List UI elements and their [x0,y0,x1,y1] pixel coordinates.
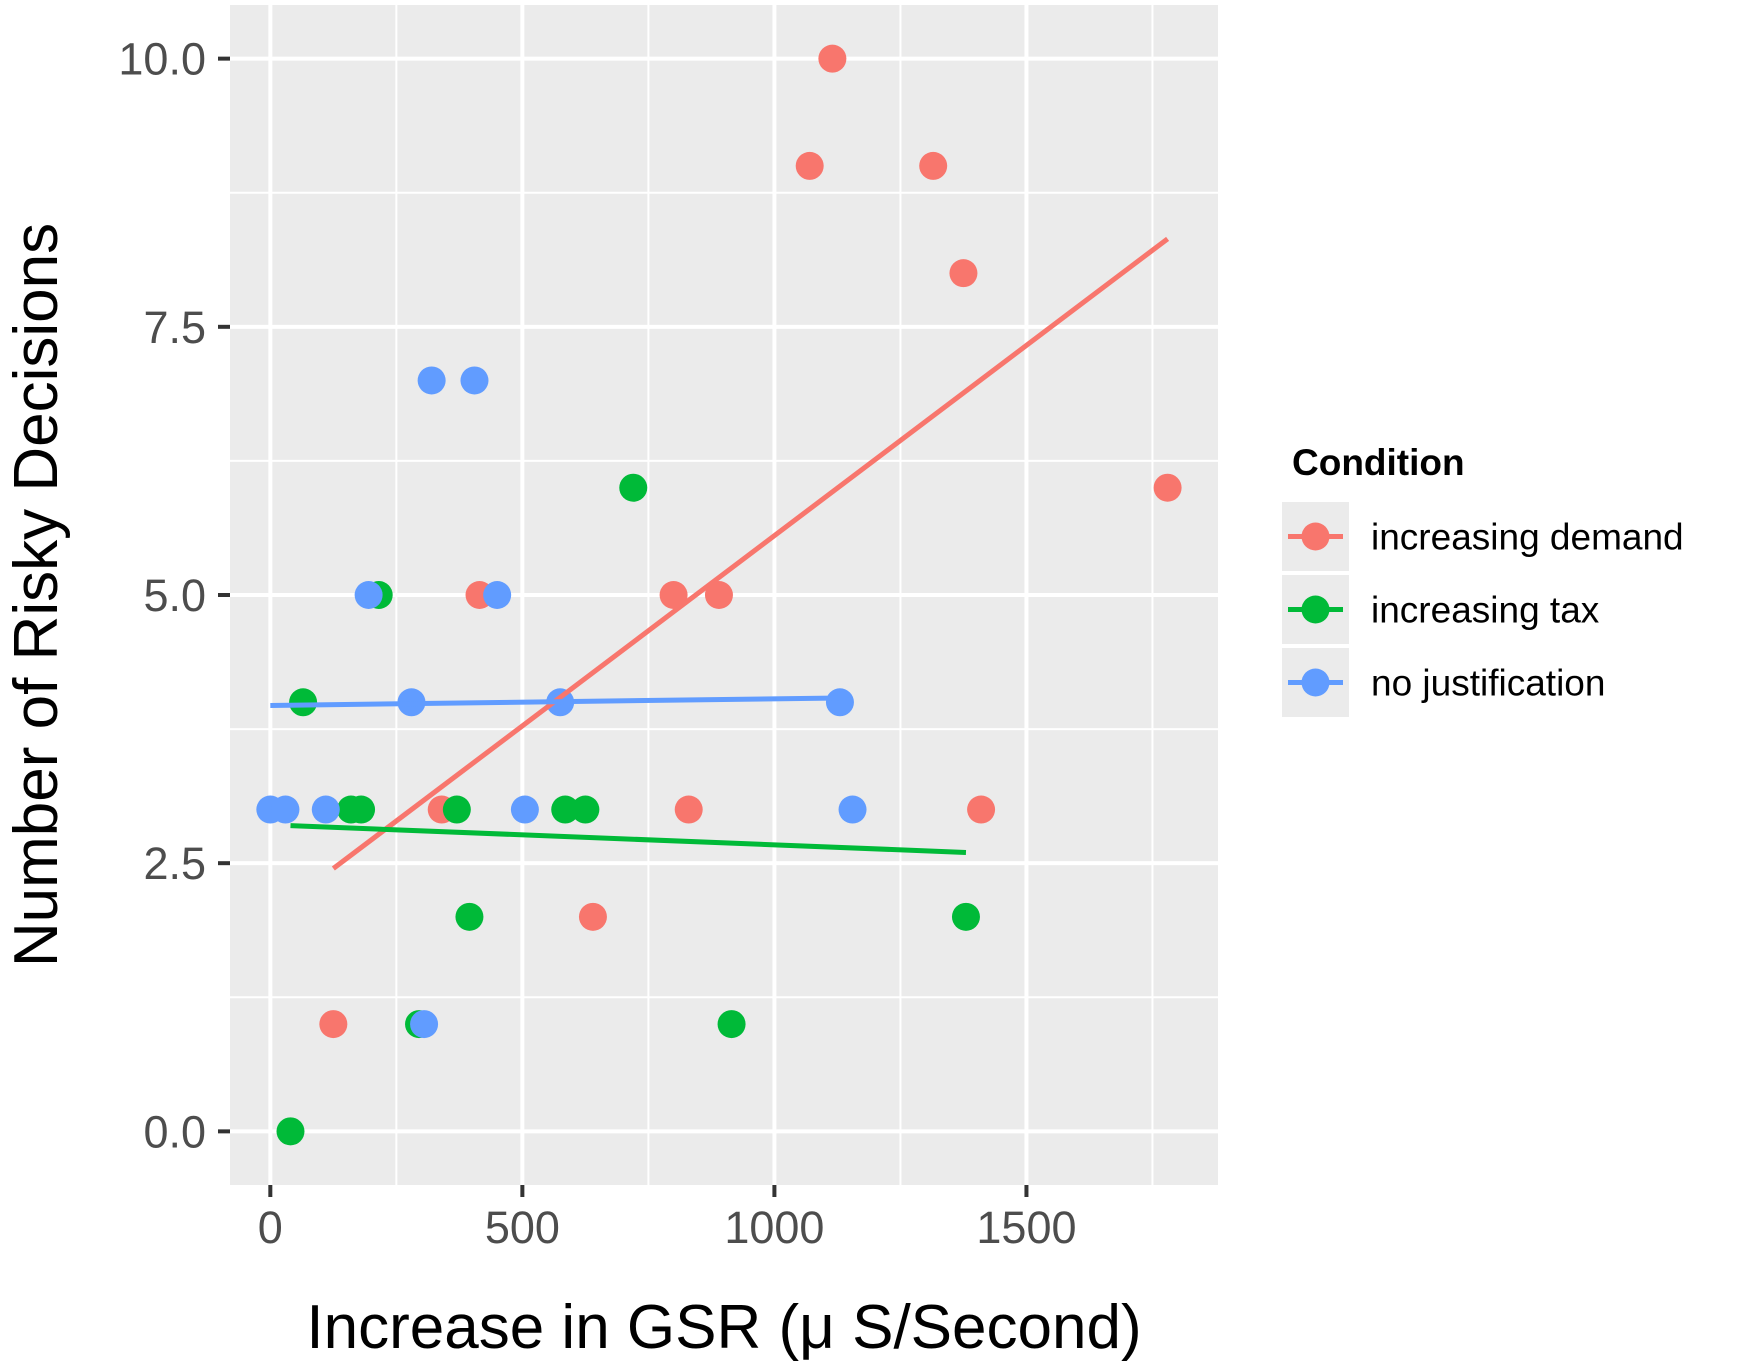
y-tick-label: 0.0 [143,1106,206,1157]
y-tick-label: 2.5 [143,838,206,889]
x-tick-label: 500 [485,1202,560,1253]
data-point-increasing-tax [951,902,980,931]
legend-label: increasing demand [1371,517,1684,558]
data-point-increasing-tax [571,795,600,824]
data-point-no-justification [311,795,340,824]
y-axis: 0.0 2.5 5.0 7.5 10.0 [118,34,230,1157]
trend-line-no-justification [270,695,840,708]
legend-key-point [1301,668,1330,697]
data-point-increasing-demand [659,581,688,609]
data-point-increasing-demand [319,1010,348,1039]
x-axis: 0 500 1000 1500 [258,1185,1077,1253]
data-point-increasing-demand [1153,473,1182,502]
data-point-increasing-demand [967,795,996,824]
data-point-increasing-demand [704,581,733,609]
x-tick-label: 1500 [976,1202,1076,1253]
legend: Condition increasing demand increasing ta… [1282,442,1684,717]
trend-line-increasing-demand [331,236,1170,871]
data-point-increasing-tax [442,795,471,824]
data-point-no-justification [410,1010,439,1039]
x-tick-label: 1000 [724,1202,824,1253]
y-tick-label: 5.0 [143,570,206,621]
legend-title: Condition [1292,442,1465,483]
data-point-increasing-tax [619,473,648,502]
data-point-increasing-demand [949,259,978,288]
data-point-increasing-tax [551,795,580,824]
data-points [256,44,1182,1146]
data-point-increasing-demand [578,902,607,931]
x-tick-label: 0 [258,1202,283,1253]
data-point-increasing-demand [795,151,824,180]
y-axis-title: Number of Risky Decisions [2,223,71,967]
data-point-increasing-tax [276,1117,305,1146]
data-point-no-justification [271,795,300,824]
data-point-increasing-demand [674,795,703,824]
legend-label: no justification [1371,663,1605,704]
y-tick-label: 7.5 [143,302,206,353]
data-point-no-justification [838,795,867,824]
data-point-no-justification [460,366,489,395]
data-point-no-justification [825,688,854,717]
data-point-increasing-tax [347,795,376,824]
data-point-increasing-tax [717,1010,746,1039]
legend-label: increasing tax [1371,590,1600,631]
x-axis-title: Increase in GSR (μ S/Second) [306,1293,1141,1362]
trend-lines [270,236,1170,871]
data-point-no-justification [510,795,539,824]
data-point-no-justification [354,581,383,609]
data-point-no-justification [483,581,512,609]
data-point-no-justification [417,366,446,395]
legend-key-point [1301,522,1330,551]
data-point-increasing-tax [289,688,318,717]
data-point-increasing-tax [455,902,484,931]
trend-line-increasing-tax [290,823,967,855]
data-point-increasing-demand [919,151,948,180]
y-tick-label: 10.0 [118,34,206,85]
legend-key-point [1301,595,1330,624]
data-point-increasing-demand [818,44,847,73]
